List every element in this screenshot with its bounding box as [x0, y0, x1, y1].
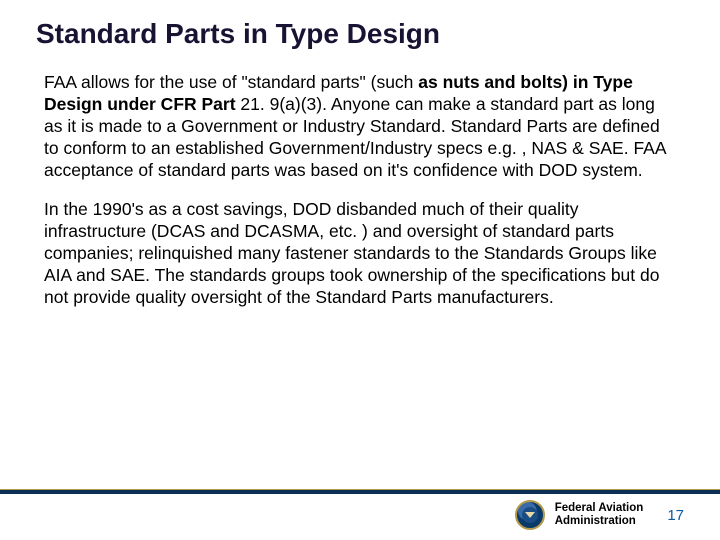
footer-divider: [0, 490, 720, 494]
text-run: FAA allows for the use of "standard part…: [44, 72, 418, 92]
footer-org: Federal Aviation Administration: [555, 502, 644, 528]
slide: Standard Parts in Type Design FAA allows…: [0, 0, 720, 540]
faa-seal-icon: [515, 500, 545, 530]
footer: Federal Aviation Administration 17: [515, 500, 684, 530]
slide-title: Standard Parts in Type Design: [36, 18, 684, 50]
footer-org-line1: Federal Aviation: [555, 502, 644, 515]
paragraph-1: FAA allows for the use of "standard part…: [36, 72, 684, 181]
seal-inner: [522, 507, 538, 523]
text-run: In the 1990's as a cost savings, DOD dis…: [44, 199, 659, 307]
footer-org-line2: Administration: [555, 515, 644, 528]
paragraph-2: In the 1990's as a cost savings, DOD dis…: [36, 199, 684, 308]
page-number: 17: [667, 507, 684, 524]
seal-wings-icon: [525, 512, 535, 518]
